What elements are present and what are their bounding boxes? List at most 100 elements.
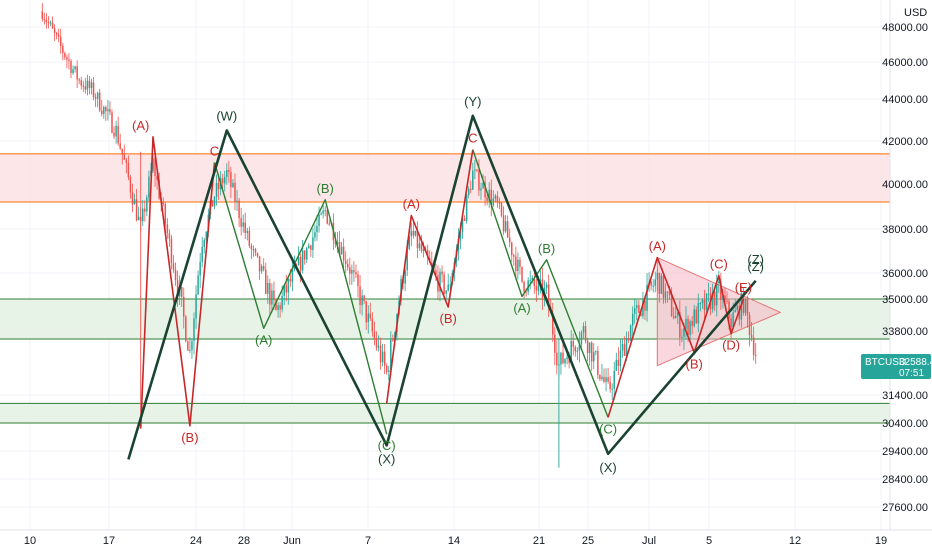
- candle-body: [111, 112, 113, 133]
- candle-body: [328, 223, 331, 225]
- time-tick-label: 28: [238, 535, 250, 547]
- price-tick-label: 27600.00: [882, 502, 928, 514]
- candle-body: [697, 303, 700, 324]
- price-scale[interactable]: 48000.00 46000.00 44000.00 42000.00 40000.00…: [882, 22, 928, 514]
- candle-body: [53, 28, 56, 33]
- candle-body: [652, 285, 654, 287]
- wave-label: (D): [722, 338, 740, 353]
- candle-body: [504, 221, 507, 232]
- wave-label: (C): [599, 421, 617, 436]
- candle-body: [371, 318, 374, 332]
- primary-wave-label: (Z): [747, 259, 764, 274]
- wave-label: (C): [378, 438, 396, 453]
- candle-body: [273, 290, 275, 301]
- candle-body: [215, 182, 218, 198]
- candle-body: [129, 177, 132, 193]
- primary-wave-label: (X): [378, 451, 395, 466]
- candle-body: [86, 80, 89, 90]
- candle-body: [517, 259, 519, 271]
- candle-body: [672, 315, 675, 319]
- candle-body: [291, 269, 294, 282]
- candle-body: [443, 274, 445, 294]
- candle-body: [609, 381, 611, 390]
- candle-body: [131, 192, 134, 205]
- candle-body: [644, 300, 646, 311]
- candle-body: [435, 270, 437, 276]
- candle-body: [84, 86, 87, 90]
- time-scale[interactable]: 10 17 24 28 Jun 7 14 21 25 Jul 5 12 19: [24, 535, 887, 547]
- candle-body: [248, 230, 251, 246]
- candle-body: [205, 231, 208, 241]
- wave-label: (E): [735, 280, 752, 295]
- candle-body: [732, 312, 734, 328]
- candle-body: [379, 345, 382, 363]
- price-tick-label: 30400.00: [882, 418, 928, 430]
- candle-body: [336, 241, 339, 245]
- candle-body: [681, 336, 683, 338]
- candle-body: [213, 197, 216, 207]
- candle-body: [392, 339, 394, 341]
- candle-body: [584, 326, 587, 341]
- candle-body: [57, 34, 60, 37]
- candle-body: [720, 281, 722, 300]
- candle-body: [119, 143, 121, 149]
- candle-body: [349, 267, 351, 274]
- candle-body: [193, 318, 195, 342]
- wave-label: (C): [710, 257, 728, 272]
- candle-body: [357, 274, 359, 287]
- candle-body: [283, 285, 285, 296]
- candle-body: [244, 222, 246, 233]
- candle-body: [687, 318, 689, 336]
- candle-body: [631, 313, 634, 326]
- candle-body: [60, 36, 62, 46]
- wave-label: (A): [513, 300, 530, 315]
- candle-body: [117, 125, 119, 144]
- candle-body: [185, 316, 187, 342]
- candle-body: [404, 270, 406, 284]
- wave-red-y: [385, 149, 474, 404]
- candle-body: [180, 287, 183, 297]
- candle-body: [545, 284, 548, 288]
- candle-body: [234, 182, 236, 203]
- wave-label: (A): [255, 332, 272, 347]
- candle-body: [523, 281, 525, 292]
- candle-body: [511, 242, 513, 256]
- candle-body: [312, 237, 314, 250]
- zone-resistance: [0, 153, 890, 202]
- candle-body: [265, 269, 267, 294]
- candle-body: [98, 92, 101, 111]
- candle-body: [713, 291, 716, 306]
- candle-body: [597, 351, 599, 375]
- badge-price: 32588.42: [899, 357, 932, 368]
- candle-body: [533, 277, 536, 287]
- candle-body: [500, 202, 503, 216]
- time-tick-label: 10: [24, 535, 36, 547]
- candle-body: [656, 272, 659, 280]
- candle-body: [66, 57, 68, 60]
- candle-body: [301, 250, 304, 271]
- candle-body: [486, 197, 488, 201]
- price-tick-label: 28400.00: [882, 474, 928, 486]
- candle-body: [689, 321, 691, 336]
- candle-body: [601, 376, 603, 380]
- candle-body: [166, 224, 169, 234]
- candle-body: [103, 106, 105, 114]
- candle-body: [726, 300, 728, 302]
- currency-label: USD: [904, 7, 927, 19]
- price-tick-label: 35000.00: [882, 294, 928, 306]
- candle-body: [701, 299, 704, 303]
- candle-body: [441, 271, 443, 275]
- candle-body: [70, 61, 72, 74]
- candle-body: [236, 200, 238, 203]
- candle-body: [412, 230, 415, 236]
- time-tick-label: 17: [103, 535, 115, 547]
- time-tick-label: 12: [789, 535, 801, 547]
- candle-body: [683, 328, 685, 337]
- candle-body: [613, 370, 615, 389]
- candle-body: [730, 318, 732, 328]
- price-tick-label: 29400.00: [882, 446, 928, 458]
- candle-body: [269, 283, 271, 305]
- candle-body: [476, 169, 478, 171]
